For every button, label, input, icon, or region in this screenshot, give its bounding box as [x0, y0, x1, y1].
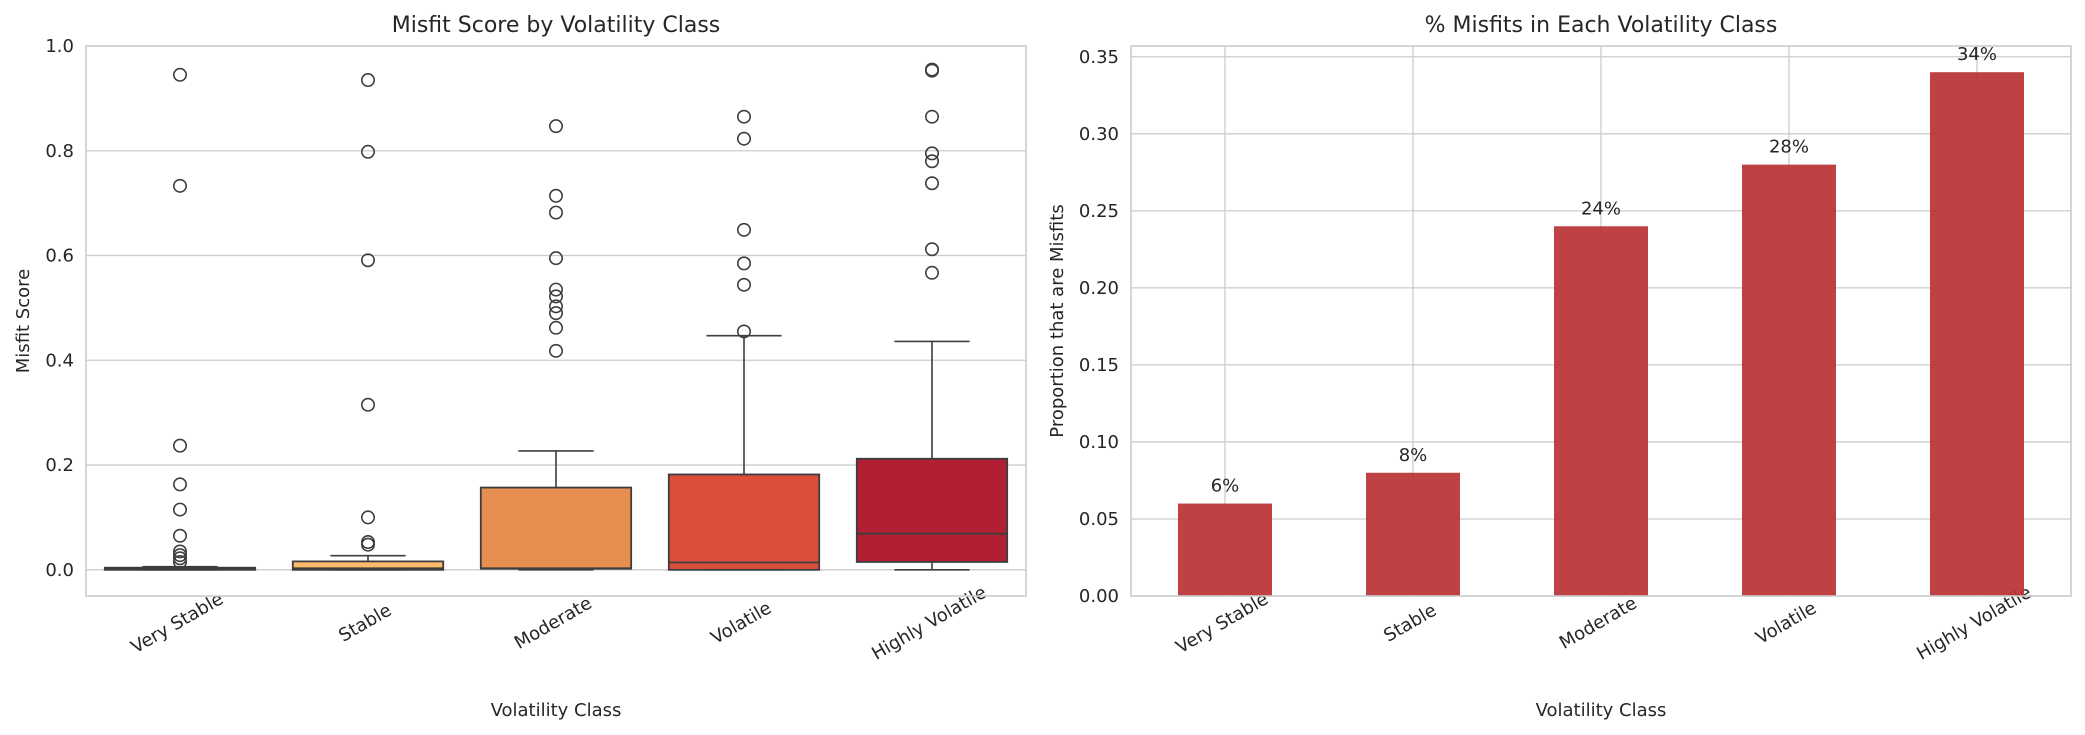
box-outlier — [548, 282, 563, 297]
box-outlier — [173, 438, 188, 453]
bar-y-ticks: 0.00 0.05 0.10 0.15 0.20 0.25 0.30 0.35 — [1079, 47, 1119, 607]
box-outlier — [360, 73, 375, 88]
box-outlier — [173, 477, 188, 492]
box-outlier — [924, 154, 939, 169]
bar-chart: 0.00 0.05 0.10 0.15 0.20 0.25 0.30 0.35 Very St… — [1047, 13, 2072, 721]
box-outlier — [736, 222, 751, 237]
bar-x-axis-label: Volatility Class — [1536, 700, 1667, 721]
box-outlier — [173, 178, 188, 193]
bar-title: % Misfits in Each Volatility Class — [1425, 13, 1778, 38]
box-outlier — [736, 109, 751, 124]
boxplot-y-tick-label: 0.8 — [45, 141, 74, 162]
box-iqr — [667, 473, 821, 571]
box-outlier — [924, 265, 939, 280]
boxplot-chart: 0.0 0.2 0.4 0.6 0.8 1.0 Very Stable Stable Mode… — [13, 13, 1027, 721]
box-outlier — [548, 205, 563, 220]
box-outlier — [548, 251, 563, 266]
boxplot-marks — [103, 62, 1009, 571]
bar-data-label: 8% — [1399, 445, 1428, 466]
bar-y-tick-label: 0.30 — [1079, 124, 1119, 145]
boxplot-y-ticks: 0.0 0.2 0.4 0.6 0.8 1.0 — [45, 36, 74, 581]
box-outlier — [924, 146, 939, 161]
box-outlier — [360, 253, 375, 268]
bar — [1742, 164, 1836, 597]
bar-data-labels: 6% 8% 24% 28% 34% — [1211, 44, 1997, 496]
boxplot-x-tick-label: Very Stable — [127, 588, 227, 658]
box-outlier — [548, 320, 563, 335]
bar-x-tick-label: Stable — [1380, 600, 1440, 647]
box-group-4 — [855, 62, 1009, 571]
bar-x-tick-label: Volatile — [1752, 598, 1820, 649]
bar-data-label: 28% — [1769, 137, 1809, 158]
box-outlier — [924, 176, 939, 191]
box-outlier — [548, 188, 563, 203]
box-group-0 — [103, 67, 257, 571]
box-group-1 — [291, 73, 445, 571]
box-outlier — [548, 119, 563, 134]
bar — [1930, 72, 2024, 596]
box-group-2 — [479, 119, 633, 571]
boxplot-x-tick-label: Moderate — [511, 593, 596, 654]
boxplot-y-axis-label: Misfit Score — [13, 269, 34, 373]
boxplot-y-tick-label: 0.4 — [45, 350, 74, 371]
bar — [1366, 472, 1460, 596]
boxplot-y-tick-label: 0.0 — [45, 560, 74, 581]
box-outlier — [360, 537, 375, 552]
box-outlier — [924, 242, 939, 257]
boxplot-frame — [85, 45, 1027, 597]
box-outlier — [548, 299, 563, 314]
box-outlier — [548, 343, 563, 358]
bar-y-tick-label: 0.00 — [1079, 586, 1119, 607]
boxplot-title: Misfit Score by Volatility Class — [392, 13, 721, 38]
box-outlier — [360, 510, 375, 525]
box-group-3 — [667, 109, 821, 571]
box-outlier — [360, 144, 375, 159]
bar-data-label: 24% — [1581, 198, 1621, 219]
box-outlier — [736, 131, 751, 146]
box-outlier — [173, 554, 188, 569]
box-outlier — [924, 109, 939, 124]
box-outlier — [548, 306, 563, 321]
box-outlier — [173, 544, 188, 559]
box-outlier — [173, 551, 188, 566]
bar-y-tick-label: 0.35 — [1079, 47, 1119, 68]
bar-data-label: 6% — [1211, 476, 1240, 497]
box-iqr — [855, 457, 1009, 563]
bar-x-tick-label: Moderate — [1556, 593, 1641, 654]
box-outlier — [736, 324, 751, 339]
bar — [1178, 503, 1272, 596]
boxplot-x-axis-label: Volatility Class — [491, 700, 622, 721]
bar-data-label: 34% — [1957, 44, 1997, 65]
box-outlier — [736, 256, 751, 271]
bar-x-tick-label: Very Stable — [1172, 588, 1272, 658]
box-outlier — [548, 289, 563, 304]
box-outlier — [736, 277, 751, 292]
box-iqr — [479, 486, 633, 570]
box-outlier — [173, 67, 188, 82]
boxplot-y-tick-label: 1.0 — [45, 36, 74, 57]
bar-y-tick-label: 0.15 — [1079, 355, 1119, 376]
bar-y-tick-label: 0.25 — [1079, 201, 1119, 222]
box-outlier — [924, 63, 939, 78]
bar-marks — [1178, 72, 2024, 597]
bar — [1554, 226, 1648, 596]
bar-y-tick-label: 0.20 — [1079, 278, 1119, 299]
box-outlier — [173, 502, 188, 517]
boxplot-x-tick-label: Volatile — [707, 598, 775, 649]
bar-y-tick-label: 0.05 — [1079, 509, 1119, 530]
box-outlier — [173, 528, 188, 543]
bar-y-axis-label: Proportion that are Misfits — [1047, 204, 1068, 437]
box-iqr — [291, 560, 445, 571]
bar-y-tick-label: 0.10 — [1079, 432, 1119, 453]
boxplot-y-tick-label: 0.2 — [45, 455, 74, 476]
box-outlier — [360, 397, 375, 412]
bar-frame — [1130, 45, 2072, 597]
boxplot-y-tick-label: 0.6 — [45, 246, 74, 267]
boxplot-x-tick-label: Stable — [335, 600, 395, 647]
